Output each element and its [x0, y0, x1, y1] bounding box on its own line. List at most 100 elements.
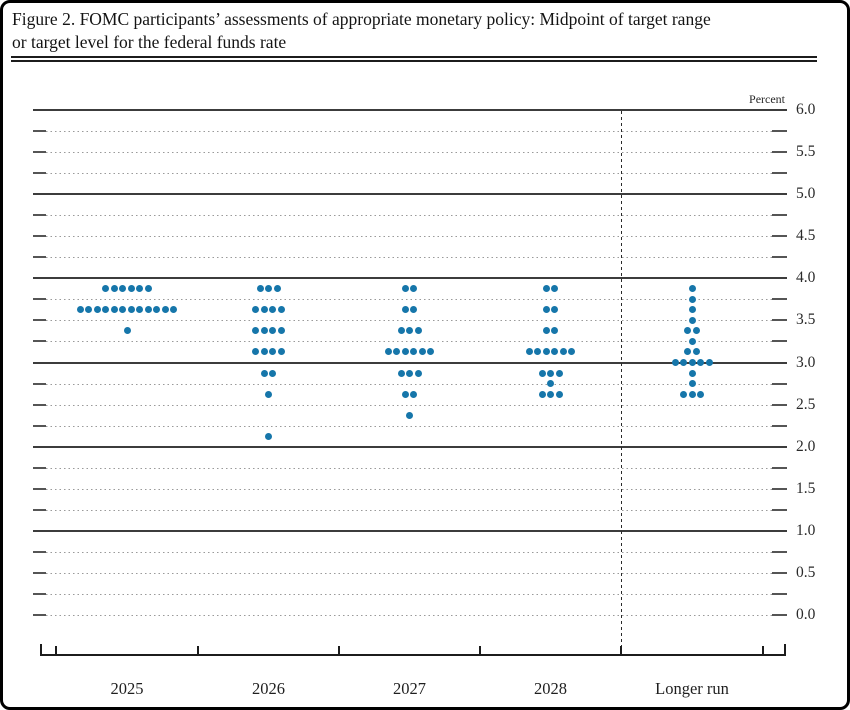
gridline-solid	[33, 445, 787, 448]
dot	[265, 390, 272, 398]
dot	[153, 306, 161, 314]
dot-plot-chart: 6.0 5.5 5.0 4.5 4.0 3.5 3.0 2.5 2.0 1.5 1.0 0.5 0.0 P…	[3, 3, 847, 707]
gridline-dashed	[46, 383, 772, 385]
dot	[161, 306, 169, 314]
dot	[252, 327, 260, 335]
dot	[534, 348, 542, 356]
gridline-dashed	[46, 257, 772, 259]
dot	[547, 369, 554, 377]
dot	[119, 306, 127, 314]
gridline-right-tick	[772, 340, 787, 343]
gridline-solid	[33, 529, 787, 532]
gridline-left-tick	[33, 235, 46, 238]
dot	[410, 306, 418, 314]
dot	[538, 390, 546, 398]
gridline-right-tick	[772, 592, 787, 595]
dot	[542, 348, 550, 356]
x-axis-tick	[197, 646, 199, 654]
title-divider	[11, 56, 817, 62]
dot	[538, 369, 546, 377]
gridline-right-tick	[772, 172, 787, 175]
dot	[110, 306, 118, 314]
gridline-dashed	[46, 615, 772, 616]
gridline-right-tick	[772, 403, 787, 406]
y-axis-tick-label: 2.5	[796, 395, 816, 413]
dot	[688, 390, 696, 398]
dot	[265, 432, 272, 440]
dot	[269, 327, 277, 335]
gridline-left-tick	[33, 403, 46, 406]
figure-title-line2: or target level for the federal funds ra…	[12, 32, 287, 53]
dot	[551, 348, 559, 356]
dot	[697, 390, 704, 398]
dot	[688, 337, 696, 345]
dot	[410, 390, 418, 398]
dot	[414, 369, 422, 377]
gridline-left-tick	[33, 130, 46, 133]
figure-title-line1: Figure 2. FOMC participants’ assessments…	[12, 9, 711, 29]
x-axis-category-label: Longer run	[655, 679, 729, 698]
gridline-dashed	[46, 215, 772, 217]
y-axis-tick-label: 5.0	[796, 185, 816, 203]
y-axis-tick-label: 0.5	[796, 563, 816, 581]
gridline-solid	[33, 193, 787, 196]
dot	[547, 380, 554, 388]
gridline-right-tick	[772, 151, 787, 154]
x-axis-category-label: 2027	[393, 679, 426, 698]
dot	[397, 327, 405, 335]
dot	[277, 306, 285, 314]
gridline-right-tick	[772, 214, 787, 217]
dot	[260, 327, 268, 335]
gridline-left-tick	[33, 340, 46, 343]
gridline-left-tick	[33, 256, 46, 259]
dot	[555, 390, 563, 398]
gridline-right-tick	[772, 508, 787, 511]
gridline-left-tick	[33, 487, 46, 490]
gridline-dashed	[46, 299, 772, 301]
dot	[688, 369, 696, 377]
gridline-left-tick	[33, 508, 46, 511]
dot	[127, 285, 135, 293]
gridline-left-tick	[33, 151, 46, 154]
gridline-dashed	[46, 572, 772, 574]
x-axis-tick	[479, 646, 481, 654]
x-axis-tick	[55, 646, 57, 654]
dot	[688, 285, 696, 293]
dot	[384, 348, 392, 356]
dot	[102, 285, 110, 293]
dot	[277, 348, 285, 356]
dot	[252, 306, 260, 314]
dot	[542, 327, 550, 335]
x-axis-category-label: 2028	[534, 679, 567, 698]
dot	[252, 348, 260, 356]
dot	[76, 306, 84, 314]
gridline-left-tick	[33, 571, 46, 574]
gridline-dashed	[46, 236, 772, 238]
dot	[144, 306, 152, 314]
y-axis-tick-label: 3.0	[796, 353, 816, 371]
gridline-right-tick	[772, 235, 787, 238]
gridline-left-tick	[33, 614, 46, 616]
dot	[684, 348, 692, 356]
dot	[671, 359, 679, 366]
dot	[260, 369, 268, 377]
gridline-right-tick	[772, 319, 787, 322]
gridline-right-tick	[772, 298, 787, 301]
gridline-right-tick	[772, 256, 787, 259]
dot	[551, 285, 559, 293]
dot	[393, 348, 401, 356]
dot	[542, 285, 550, 293]
dot	[684, 327, 692, 335]
dot	[401, 390, 409, 398]
dot	[414, 327, 422, 335]
dot	[418, 348, 426, 356]
dot	[102, 306, 110, 314]
y-axis-tick-label: 2.0	[796, 437, 816, 455]
dot	[260, 306, 268, 314]
gridline-dashed	[46, 320, 772, 322]
gridline-left-tick	[33, 214, 46, 217]
dot	[136, 285, 144, 293]
gridline-dashed	[46, 131, 772, 133]
dot	[110, 285, 118, 293]
